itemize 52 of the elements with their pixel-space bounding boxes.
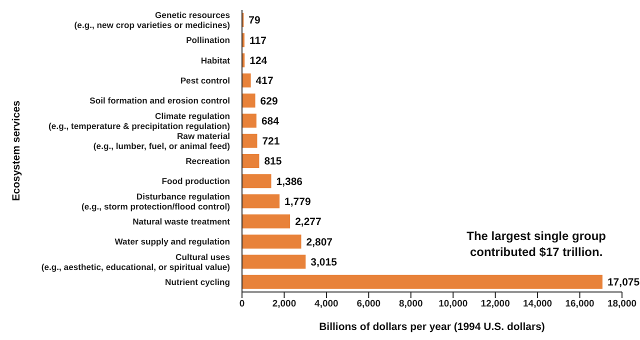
x-tick-label: 18,000 (607, 298, 637, 310)
annotation: The largest single group contributed $17 trillion. (466, 228, 606, 260)
data-label: 2,277 (295, 216, 322, 228)
data-label: 721 (262, 136, 280, 148)
data-label: 1,386 (276, 176, 303, 188)
x-tick-label: 0 (239, 298, 245, 310)
data-label: 815 (264, 156, 282, 168)
data-label: 17,075 (607, 276, 640, 289)
y-tick-label: Disturbance regulation (e.g., storm protection/flood control) (82, 191, 230, 212)
bar (242, 174, 272, 188)
y-tick-label: Food production (162, 176, 230, 186)
x-axis-title: Billions of dollars per year (1994 U.S. dollars) (319, 321, 545, 333)
y-tick-label: Climate regulation (e.g., temperature & precipitation regulation) (48, 110, 230, 131)
x-tick-label: 2,000 (272, 298, 296, 310)
y-tick-label: Water supply and regulation (114, 236, 230, 247)
y-tick-label: Pest control (180, 76, 230, 86)
bar (242, 274, 602, 289)
y-tick-label: Soil formation and erosion control (90, 96, 230, 106)
x-tick-label: 14,000 (523, 298, 552, 310)
data-label: 124 (250, 55, 268, 68)
x-tick-label: 4,000 (314, 298, 338, 310)
y-tick-label: Natural waste treatment (132, 216, 230, 227)
x-tick-label: 12,000 (480, 298, 510, 310)
data-label: 1,779 (284, 196, 311, 208)
y-tick-label: Pollination (186, 35, 230, 46)
bar (242, 134, 258, 148)
y-tick-label: Nutrient cycling (165, 276, 230, 287)
x-tick-label: 10,000 (438, 298, 468, 310)
data-label: 629 (260, 95, 278, 108)
y-tick-label: Genetic resources (e.g., new crop varieties or medicines) (74, 10, 230, 30)
bar (242, 234, 302, 249)
bar (242, 94, 256, 108)
data-label: 2,807 (306, 236, 333, 248)
y-axis-title: Ecosystem services (10, 100, 23, 201)
data-label: 3,015 (310, 256, 338, 268)
data-label: 684 (261, 115, 280, 128)
bar (242, 154, 260, 168)
bar (242, 214, 290, 228)
data-label: 417 (256, 75, 274, 88)
data-label: 117 (249, 34, 267, 47)
bar (242, 73, 251, 88)
x-tick-label: 6,000 (356, 298, 381, 310)
data-label: 79 (248, 14, 261, 27)
y-tick-label: Raw material (e.g., lumber, fuel, or animal feed) (93, 130, 230, 151)
x-tick-label: 8,000 (399, 298, 423, 310)
y-tick-label: Habitat (200, 55, 230, 66)
bar (242, 254, 306, 269)
y-tick-label: Cultural uses (e.g., aesthetic, educational, or spiritual value) (41, 252, 230, 272)
bar (242, 194, 280, 208)
bar (242, 114, 256, 128)
x-tick-label: 16,000 (565, 298, 594, 310)
y-tick-label: Recreation (186, 156, 230, 166)
